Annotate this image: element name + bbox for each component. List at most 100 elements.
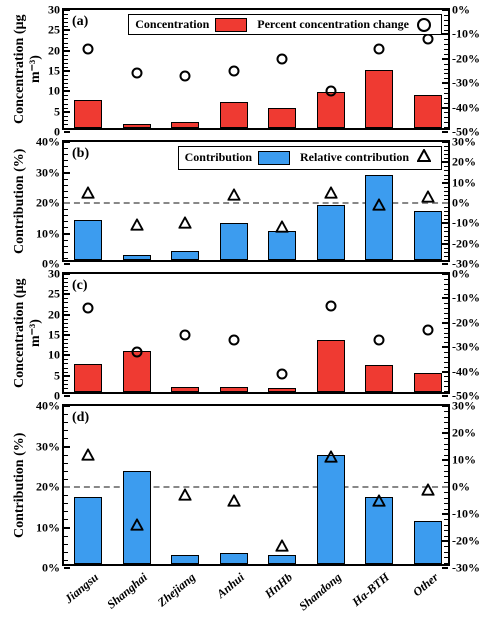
panel-a: 051015202530-50%-40%-30%-20%-10%0%(a)Con… bbox=[62, 8, 450, 130]
ytick-left: 15 bbox=[48, 328, 60, 343]
ytick-right: -30% bbox=[452, 340, 480, 355]
triangle-marker bbox=[421, 483, 434, 496]
zero-line bbox=[64, 486, 448, 488]
triangle-marker bbox=[421, 190, 434, 203]
ytick-right: 30% bbox=[452, 135, 476, 150]
circle-marker bbox=[374, 44, 385, 55]
ytick-right: -40% bbox=[452, 364, 480, 379]
ytick-left: 20% bbox=[36, 196, 60, 211]
bar bbox=[74, 220, 102, 260]
legend: Contribution Relative contribution bbox=[178, 146, 442, 170]
bar bbox=[414, 521, 442, 564]
ytick-left: 0% bbox=[42, 561, 60, 576]
ytick-left: 25 bbox=[48, 287, 60, 302]
panel-b: 0%10%20%30%40%-30%-20%-10%0%10%20%30%(b)… bbox=[62, 140, 450, 262]
ytick-left: 40% bbox=[36, 399, 60, 414]
circle-marker bbox=[325, 300, 336, 311]
ylabel-left: Contribution (%) bbox=[12, 404, 28, 566]
ytick-right: 0% bbox=[452, 3, 470, 18]
triangle-marker bbox=[227, 494, 240, 507]
ytick-right: -30% bbox=[452, 76, 480, 91]
bar bbox=[171, 122, 199, 128]
bar bbox=[365, 497, 393, 564]
ytick-left: 10% bbox=[36, 520, 60, 535]
ytick-left: 10 bbox=[48, 348, 60, 363]
panel-tag: (c) bbox=[72, 278, 88, 294]
bar bbox=[365, 175, 393, 260]
bar bbox=[220, 102, 248, 128]
triangle-marker bbox=[276, 540, 289, 553]
ytick-left: 10% bbox=[36, 226, 60, 241]
ytick-right: 0% bbox=[452, 196, 470, 211]
ytick-left: 10 bbox=[48, 84, 60, 99]
panel-c: 051015202530-50%-40%-30%-20%-10%0%(c)Con… bbox=[62, 272, 450, 394]
bar bbox=[123, 124, 151, 128]
ytick-right: 0% bbox=[452, 480, 470, 495]
plot-area: 051015202530-50%-40%-30%-20%-10%0%(c) bbox=[62, 272, 450, 394]
ytick-right: 10% bbox=[452, 175, 476, 190]
plot-area: 0%10%20%30%40%-30%-20%-10%0%10%20%30%(d) bbox=[62, 404, 450, 566]
panel-tag: (d) bbox=[72, 410, 89, 426]
triangle-marker bbox=[82, 186, 95, 199]
bar bbox=[74, 497, 102, 564]
circle-marker bbox=[374, 334, 385, 345]
triangle-marker bbox=[82, 448, 95, 461]
bar bbox=[74, 100, 102, 128]
ytick-right: 30% bbox=[452, 399, 476, 414]
ytick-right: 0% bbox=[452, 267, 470, 282]
bar bbox=[414, 95, 442, 128]
circle-icon bbox=[417, 18, 431, 32]
legend-swatch bbox=[258, 151, 290, 165]
ytick-left: 30 bbox=[48, 267, 60, 282]
ytick-right: -40% bbox=[452, 100, 480, 115]
bar bbox=[268, 388, 296, 392]
bar bbox=[171, 555, 199, 564]
bar bbox=[365, 365, 393, 392]
bar bbox=[365, 70, 393, 128]
plot-area: 0%10%20%30%40%-30%-20%-10%0%10%20%30%(b)… bbox=[62, 140, 450, 262]
triangle-marker bbox=[324, 451, 337, 464]
circle-marker bbox=[422, 325, 433, 336]
circle-marker bbox=[180, 330, 191, 341]
bar bbox=[317, 455, 345, 564]
panel-tag: (a) bbox=[72, 14, 88, 30]
bar bbox=[171, 387, 199, 392]
ytick-right: -20% bbox=[452, 236, 480, 251]
bar bbox=[268, 555, 296, 564]
ytick-right: -10% bbox=[452, 216, 480, 231]
bar bbox=[220, 553, 248, 564]
legend-label: Concentration bbox=[135, 17, 209, 31]
plot-area: 051015202530-50%-40%-30%-20%-10%0%(a)Con… bbox=[62, 8, 450, 130]
ytick-right: -10% bbox=[452, 291, 480, 306]
ytick-left: 30% bbox=[36, 439, 60, 454]
ytick-left: 20 bbox=[48, 43, 60, 58]
panel-d: 0%10%20%30%40%-30%-20%-10%0%10%20%30%(d)… bbox=[62, 404, 450, 566]
ytick-left: 30 bbox=[48, 3, 60, 18]
ytick-right: -10% bbox=[452, 27, 480, 42]
ylabel-left: Contribution (%) bbox=[12, 140, 28, 262]
ytick-left: 40% bbox=[36, 135, 60, 150]
circle-marker bbox=[422, 34, 433, 45]
ytick-left: 25 bbox=[48, 23, 60, 38]
bar bbox=[268, 231, 296, 260]
bar bbox=[123, 255, 151, 260]
ylabel-left: Concentration (µg m⁻³) bbox=[12, 272, 44, 394]
circle-marker bbox=[83, 44, 94, 55]
ytick-left: 5 bbox=[54, 368, 60, 383]
ytick-right: 20% bbox=[452, 426, 476, 441]
triangle-marker bbox=[373, 494, 386, 507]
ytick-right: -10% bbox=[452, 507, 480, 522]
circle-marker bbox=[228, 66, 239, 77]
triangle-marker bbox=[324, 186, 337, 199]
legend-swatch bbox=[215, 18, 247, 32]
triangle-marker bbox=[227, 188, 240, 201]
circle-marker bbox=[131, 68, 142, 79]
triangle-marker bbox=[130, 518, 143, 531]
bar bbox=[317, 340, 345, 392]
panel-tag: (b) bbox=[72, 146, 89, 162]
circle-marker bbox=[228, 334, 239, 345]
legend: Concentration Percent concentration chan… bbox=[128, 14, 442, 35]
ytick-left: 15 bbox=[48, 64, 60, 79]
ytick-right: 10% bbox=[452, 453, 476, 468]
circle-marker bbox=[277, 369, 288, 380]
